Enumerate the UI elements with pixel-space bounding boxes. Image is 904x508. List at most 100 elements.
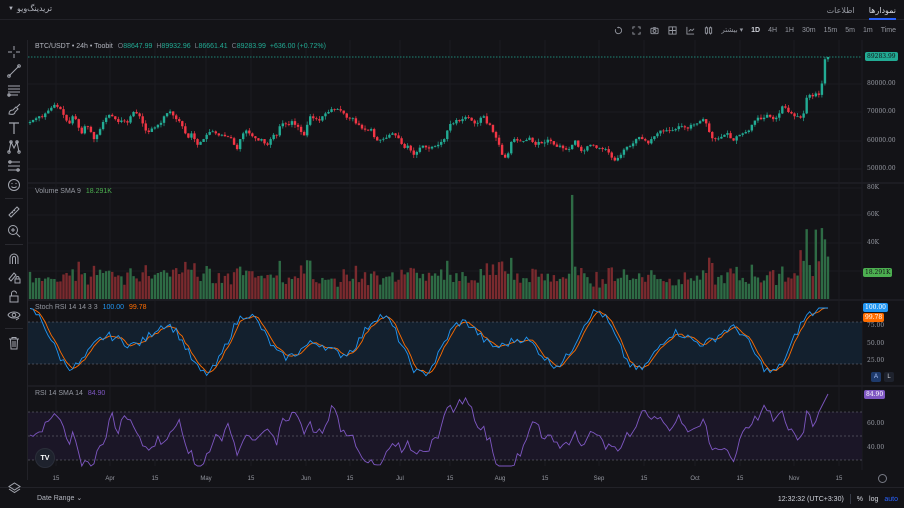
symbol-legend[interactable]: BTC/USDT • 24h • Toobit O88647.99 H89932…: [35, 43, 326, 50]
timeframe-time[interactable]: Time: [880, 26, 896, 34]
rsi-legend-label: RSI 14 SMA 14: [35, 390, 83, 397]
clock-timezone[interactable]: 12:32:32 (UTC+3:30): [777, 495, 844, 503]
price-tick: 70000.00: [867, 108, 896, 115]
price-tick: 80000.00: [867, 80, 896, 87]
more-label: بیشتر: [721, 27, 738, 34]
eye-icon[interactable]: [6, 307, 22, 323]
tab-info[interactable]: اطلاعات: [826, 6, 855, 15]
settings-gear-icon[interactable]: [878, 474, 887, 483]
rsi-value-tag: 84.90: [864, 390, 886, 399]
open-label: O: [117, 43, 124, 50]
stoch-k-value: 100.00: [102, 304, 125, 311]
time-axis-label: 15: [835, 476, 843, 482]
line-type-icon[interactable]: [685, 25, 695, 35]
timeframe-1m[interactable]: 1m: [862, 26, 873, 34]
time-axis-label: 15: [541, 476, 549, 482]
log-scale-button[interactable]: L: [884, 372, 894, 382]
brush-icon[interactable]: [6, 101, 22, 117]
brand-label: تریدینگ‌ویو: [16, 4, 53, 13]
lock-icon[interactable]: [6, 288, 22, 304]
trend-line-icon[interactable]: [6, 63, 22, 79]
layout-icon[interactable]: [667, 25, 677, 35]
ruler-icon[interactable]: [6, 204, 22, 220]
tab-bar: اطلاعات نمودارها: [826, 0, 897, 20]
time-axis-label: Jul: [396, 476, 404, 482]
divider: [5, 244, 23, 245]
volume-legend[interactable]: Volume SMA 9 18.291K: [35, 188, 112, 195]
tab-charts[interactable]: نمودارها: [868, 0, 897, 20]
projection-icon[interactable]: [6, 158, 22, 174]
timeframe-30m[interactable]: 30m: [801, 26, 816, 34]
time-axis-label: 15: [640, 476, 648, 482]
trash-icon[interactable]: [6, 335, 22, 351]
time-axis-label: Oct: [690, 476, 700, 482]
zoom-in-icon[interactable]: [6, 223, 22, 239]
emoji-icon[interactable]: [6, 177, 22, 193]
time-axis-label: May: [200, 476, 212, 482]
time-axis-label: Sep: [593, 476, 605, 482]
current-price-tag: 89283.99: [865, 52, 898, 61]
close-value: 89283.99: [236, 43, 266, 50]
magnet-icon[interactable]: [6, 250, 22, 266]
chevron-down-icon: ⌄: [76, 495, 83, 502]
text-icon[interactable]: [6, 120, 22, 136]
symbol-title: BTC/USDT • 24h • Toobit: [35, 43, 113, 50]
time-axis-label: 15: [247, 476, 255, 482]
fullscreen-icon[interactable]: [631, 25, 641, 35]
low-label: L: [194, 43, 199, 50]
close-label: C: [231, 43, 237, 50]
indicators-icon[interactable]: [703, 25, 713, 35]
timeframe-1h[interactable]: 1H: [785, 26, 794, 34]
stoch-d-value: 99.78: [128, 304, 147, 311]
rsi-tick: 60.00: [867, 420, 885, 427]
time-axis-label: 15: [346, 476, 354, 482]
date-range-label: Date Range: [37, 495, 75, 502]
reset-icon[interactable]: [613, 25, 623, 35]
high-label: H: [156, 43, 162, 50]
auto-toggle[interactable]: auto: [884, 495, 898, 503]
timeframe-4h[interactable]: 4H: [768, 26, 778, 34]
lock-drawing-icon[interactable]: [6, 269, 22, 285]
timeframe-1d[interactable]: 1D: [751, 26, 761, 34]
high-value: 89932.96: [161, 43, 191, 50]
layers-icon[interactable]: [8, 482, 21, 495]
rsi-legend[interactable]: RSI 14 SMA 14 84.90: [35, 390, 105, 397]
top-bar: ▼ تریدینگ‌ویو اطلاعات نمودارها: [0, 0, 904, 20]
divider: [5, 198, 23, 199]
fib-icon[interactable]: [6, 82, 22, 98]
pattern-icon[interactable]: [6, 139, 22, 155]
percent-toggle[interactable]: %: [856, 495, 864, 503]
time-axis-label: Aug: [494, 476, 506, 482]
stoch-rsi-legend[interactable]: Stoch RSI 14 14 3 3 100.00 99.78: [35, 304, 147, 311]
crosshair-icon[interactable]: [6, 44, 22, 60]
chevron-down-icon: ▾: [737, 27, 744, 34]
tradingview-logo[interactable]: TV: [35, 448, 55, 468]
auto-scale-button[interactable]: A: [871, 372, 881, 382]
stoch-tick: 50.00: [867, 340, 885, 347]
time-axis-label: 15: [446, 476, 454, 482]
time-axis-label: Jun: [301, 476, 311, 482]
log-toggle[interactable]: log: [869, 495, 879, 503]
chart-toolbar: بیشتر ▾ 1D 4H 1H 30m 15m 5m 1m Time: [28, 21, 904, 39]
volume-tick: 80K: [867, 184, 880, 191]
chart-canvas[interactable]: [0, 0, 904, 487]
time-axis-label: 15: [151, 476, 159, 482]
volume-tick: 60K: [867, 211, 880, 218]
volume-value-tag: 18.291K: [863, 268, 893, 277]
stoch-tick: 75.00: [867, 322, 885, 329]
drawing-toolbar: [0, 40, 28, 480]
more-timeframes-dropdown[interactable]: بیشتر ▾: [721, 26, 743, 34]
open-value: 88647.99: [123, 43, 153, 50]
date-range-dropdown[interactable]: Date Range ⌄: [37, 494, 82, 502]
stoch-d-tag: 99.78: [863, 313, 885, 322]
low-value: 86661.41: [198, 43, 228, 50]
volume-tick: 40K: [867, 239, 880, 246]
timeframe-15m[interactable]: 15m: [823, 26, 838, 34]
stoch-k-tag: 100.00: [863, 303, 888, 312]
brand-menu[interactable]: ▼ تریدینگ‌ویو: [8, 4, 52, 13]
chevron-down-icon: ▼: [8, 5, 14, 12]
volume-legend-value: 18.291K: [85, 188, 112, 195]
timeframe-5m[interactable]: 5m: [845, 26, 855, 34]
bottom-bar: Date Range ⌄ 12:32:32 (UTC+3:30) % log a…: [0, 482, 904, 508]
screenshot-icon[interactable]: [649, 25, 659, 35]
